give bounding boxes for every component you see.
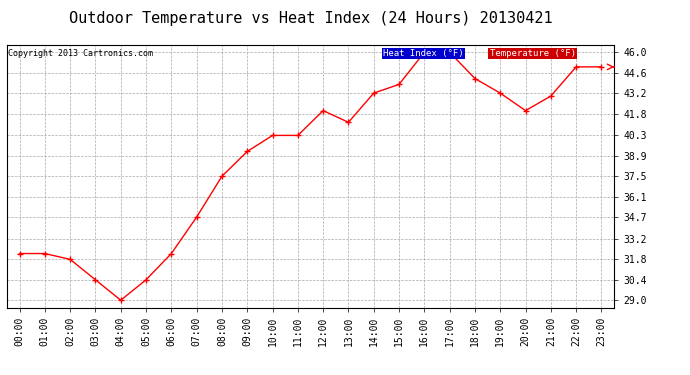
Text: Copyright 2013 Cartronics.com: Copyright 2013 Cartronics.com bbox=[8, 49, 152, 58]
Text: Temperature (°F): Temperature (°F) bbox=[490, 49, 575, 58]
Text: Heat Index (°F): Heat Index (°F) bbox=[384, 49, 464, 58]
Text: Outdoor Temperature vs Heat Index (24 Hours) 20130421: Outdoor Temperature vs Heat Index (24 Ho… bbox=[69, 11, 552, 26]
